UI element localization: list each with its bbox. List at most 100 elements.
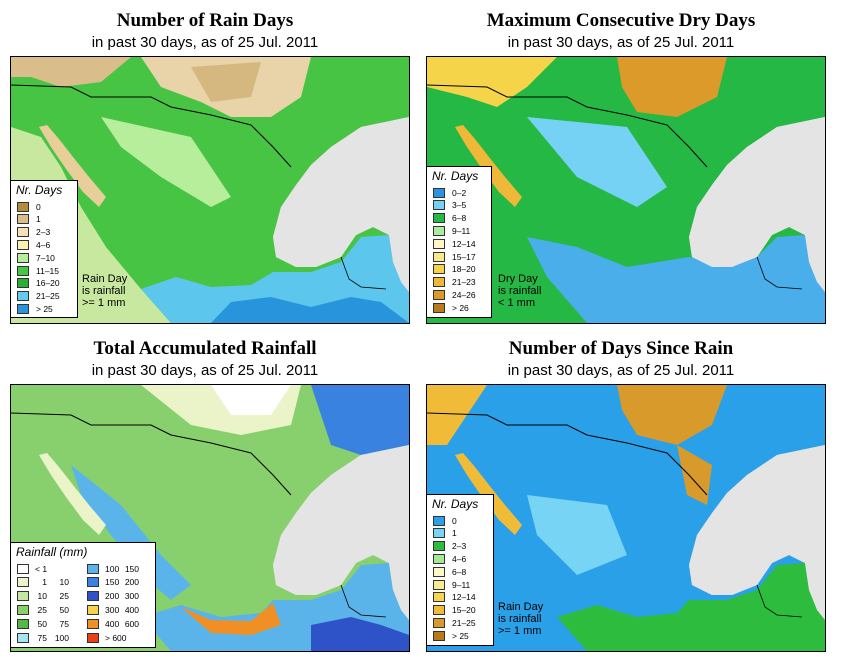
legend-row: 21–25	[433, 617, 476, 628]
legend-label: 6–8	[452, 566, 467, 577]
note-line: >= 1 mm	[498, 625, 542, 637]
legend-label: 1 10	[35, 577, 69, 587]
legend-range-high: 10	[59, 577, 69, 588]
legend-title: Nr. Days	[16, 183, 63, 197]
legend-swatch	[17, 291, 29, 302]
legend-row: 6–8	[433, 213, 466, 224]
note-line: < 1 mm	[498, 297, 535, 309]
legend-swatch	[433, 289, 445, 300]
legend-swatch	[17, 577, 29, 588]
panel-title: Number of Rain Days	[116, 10, 294, 31]
legend-range-high: 75	[59, 618, 69, 629]
legend-swatch	[17, 563, 29, 574]
legend-rainfall: Rainfall (mm) < 1 1 10 10 25 25 50 50 75 75 100 10…	[10, 542, 156, 648]
legend-row: 150 200	[87, 577, 139, 588]
legend-row: 2–3	[433, 541, 466, 552]
note-line: is rainfall	[498, 613, 542, 625]
legend-swatch	[433, 515, 445, 526]
legend-row: 12–14	[433, 592, 476, 603]
panel-rainfall: Total Accumulated Rainfall in past 30 da…	[0, 338, 410, 658]
definition-note: Dry Day is rainfall < 1 mm	[498, 273, 541, 309]
legend-row: 10 25	[17, 591, 69, 602]
panel-title: Total Accumulated Rainfall	[93, 338, 317, 359]
legend-label: > 25	[36, 303, 53, 314]
panel-rain-days: Number of Rain Days in past 30 days, as …	[0, 10, 410, 330]
legend-swatch	[433, 277, 445, 288]
legend-swatch	[433, 605, 445, 616]
note-line: Dry Day	[498, 273, 538, 285]
legend-label: 0–2	[452, 187, 467, 198]
legend-row: 4–6	[433, 553, 466, 564]
legend-row: 75 100	[17, 632, 69, 643]
legend-range-high: 300	[124, 591, 139, 602]
legend-swatch	[17, 239, 29, 250]
legend-range-high: 150	[124, 563, 139, 574]
legend-range-high: 50	[59, 604, 69, 615]
legend-swatch	[433, 238, 445, 249]
legend-row: 21–23	[433, 277, 476, 288]
legend-row: > 600	[87, 632, 139, 643]
legend-row: 12–14	[433, 238, 476, 249]
legend-swatch	[87, 618, 99, 629]
legend-swatch	[433, 225, 445, 236]
legend-swatch	[433, 592, 445, 603]
legend-swatch	[17, 604, 29, 615]
legend-range-high: 200	[124, 577, 139, 588]
note-line: is rainfall	[498, 285, 542, 297]
legend-swatch	[87, 577, 99, 588]
legend-label: 21–25	[36, 291, 60, 302]
panel-title: Number of Days Since Rain	[508, 338, 734, 359]
legend-range-low: 150	[105, 577, 120, 588]
legend-swatch	[17, 618, 29, 629]
legend-label: 100 150	[105, 564, 139, 574]
legend-row: 2–3	[17, 227, 50, 238]
legend-label: 12–14	[452, 592, 476, 603]
legend-range-low: > 600	[105, 632, 127, 643]
legend-swatch	[17, 214, 29, 225]
panel-subtitle: in past 30 days, as of 25 Jul. 2011	[91, 362, 319, 379]
legend-range-high: 25	[59, 591, 69, 602]
legend-row: 4–6	[17, 239, 50, 250]
legend-title: Nr. Days	[432, 497, 479, 511]
legend-label: > 25	[452, 630, 469, 641]
legend-label: 0	[452, 515, 457, 526]
legend-label: 16–20	[36, 278, 60, 289]
legend-label: 15–20	[452, 605, 476, 616]
legend-title: Rainfall (mm)	[16, 545, 88, 559]
legend-label: 24–26	[452, 289, 476, 300]
legend-range-low: 100	[105, 563, 120, 574]
legend-row: > 26	[433, 302, 469, 313]
legend-label: 2–3	[36, 227, 51, 238]
legend-row: 25 50	[17, 604, 69, 615]
legend-row: 1	[433, 528, 457, 539]
legend-range-high: 400	[124, 604, 139, 615]
map-dry-days	[426, 56, 826, 324]
legend-swatch	[17, 303, 29, 314]
panel-title: Maximum Consecutive Dry Days	[486, 10, 756, 31]
legend-range-low: < 1	[35, 563, 48, 574]
legend-row: 16–20	[17, 278, 60, 289]
legend-label: 7–10	[36, 252, 55, 263]
legend-label: 10 25	[35, 591, 69, 601]
legend-row: 9–11	[433, 225, 470, 236]
legend-row: 3–5	[433, 200, 466, 211]
legend-label: 4–6	[452, 553, 467, 564]
panel-dry-days: Maximum Consecutive Dry Days in past 30 …	[416, 10, 826, 330]
legend-label: < 1	[35, 564, 69, 574]
legend-label: 1	[36, 214, 41, 225]
legend-row: 0	[433, 515, 457, 526]
legend-label: 2–3	[452, 541, 467, 552]
legend-label: 15–17	[452, 251, 476, 262]
legend-row: < 1	[17, 563, 69, 574]
legend-row: 15–20	[433, 605, 476, 616]
legend-range-low: 300	[105, 604, 120, 615]
legend-label: 150 200	[105, 577, 139, 587]
legend-row: 24–26	[433, 289, 476, 300]
legend-swatch	[87, 563, 99, 574]
legend-range-low: 10	[37, 591, 47, 602]
panel-subtitle: in past 30 days, as of 25 Jul. 2011	[507, 34, 735, 51]
legend-label: 200 300	[105, 591, 139, 601]
legend-swatch	[17, 632, 29, 643]
legend-swatch	[433, 264, 445, 275]
legend-row: 11–15	[17, 265, 59, 276]
